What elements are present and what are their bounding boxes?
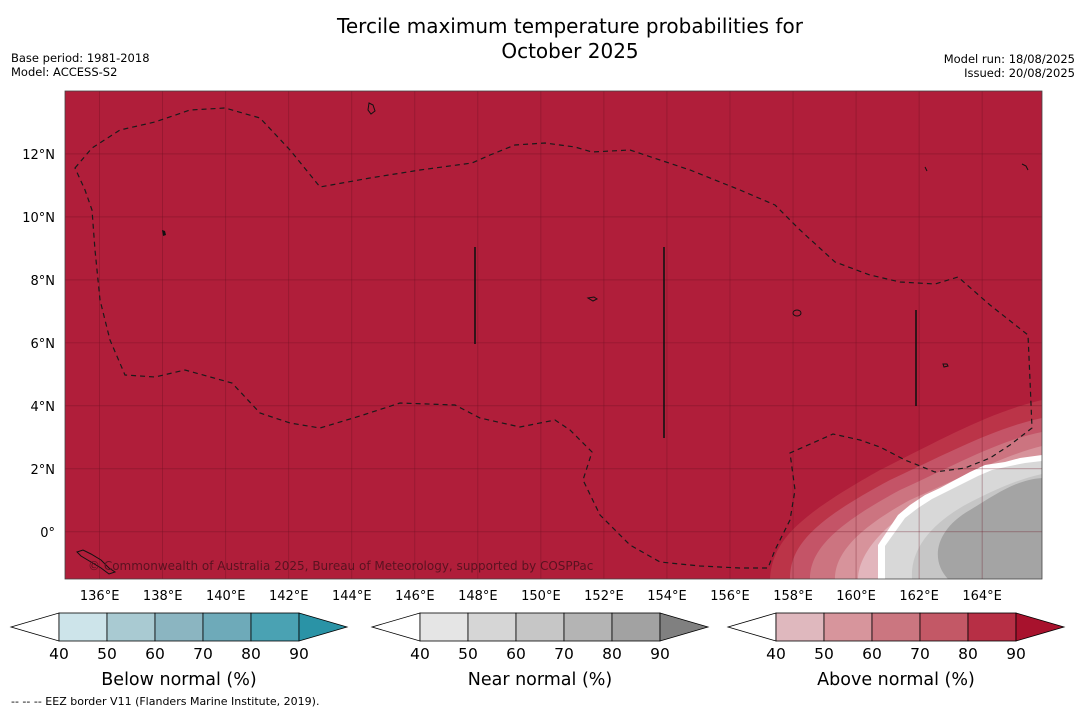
- y-tick-label: 4°N: [31, 400, 56, 415]
- eez-legend-note: -- -- -- EEZ border V11 (Flanders Marine…: [11, 695, 320, 708]
- colorbar-segment: [58, 612, 108, 642]
- y-tick-label: 10°N: [22, 211, 55, 226]
- colorbar-tick-label: 60: [145, 645, 165, 663]
- island-outline: [792, 309, 802, 317]
- chart-title: Tercile maximum temperature probabilitie…: [0, 14, 1085, 64]
- colorbar-label: Above normal (%): [817, 670, 975, 690]
- colorbar-label: Below normal (%): [101, 670, 256, 690]
- colorbar-tick-label: 50: [97, 645, 117, 663]
- colorbar-tick-label: 90: [1006, 645, 1026, 663]
- colorbar: 40 50 60 70 80 90 Near normal (%): [370, 612, 710, 690]
- x-tick-label: 136°E: [80, 589, 120, 604]
- y-tick-label: 2°N: [31, 463, 56, 478]
- colorbar-extend-high: [1015, 612, 1066, 642]
- colorbar-tick-label: 40: [410, 645, 430, 663]
- x-tick-label: 148°E: [458, 589, 498, 604]
- y-tick-label: 6°N: [31, 337, 56, 352]
- colorbar-tick-label: 40: [49, 645, 69, 663]
- eez-border-line: [74, 107, 1033, 569]
- x-tick-label: 146°E: [395, 589, 435, 604]
- colorbar-tick-label: 60: [862, 645, 882, 663]
- colorbar-tick-label: 70: [193, 645, 213, 663]
- y-tick-label: 0°: [40, 526, 55, 541]
- colorbar-segment: [154, 612, 204, 642]
- x-tick-label: 152°E: [584, 589, 624, 604]
- island-outline: [586, 296, 598, 302]
- colorbar-extend-low: [370, 612, 421, 642]
- islands: [76, 102, 1029, 575]
- colorbar-tick-label: 70: [554, 645, 574, 663]
- colorbar-tick-label: 80: [958, 645, 978, 663]
- x-tick-label: 160°E: [836, 589, 876, 604]
- colorbar-tick-label: 50: [814, 645, 834, 663]
- chart-title-line1: Tercile maximum temperature probabilitie…: [337, 14, 803, 38]
- colorbar: 40 50 60 70 80 90 Above normal (%): [726, 612, 1066, 690]
- x-tick-label: 140°E: [206, 589, 246, 604]
- colorbar-segment: [515, 612, 565, 642]
- colorbar-segment: [467, 612, 517, 642]
- meta-right: Model run: 18/08/2025 Issued: 20/08/2025: [944, 52, 1075, 80]
- colorbar-segment: [871, 612, 921, 642]
- x-tick-label: 154°E: [647, 589, 687, 604]
- colorbar-tick-label: 60: [506, 645, 526, 663]
- x-tick-label: 164°E: [962, 589, 1002, 604]
- colorbar-segment: [775, 612, 825, 642]
- probability-contours: [770, 400, 1042, 579]
- colorbar-segment: [250, 612, 300, 642]
- colorbar-extend-high: [659, 612, 710, 642]
- colorbar-tick-label: 70: [910, 645, 930, 663]
- axis-tick-labels: 136°E 138°E 140°E 142°E 144°E 146°E 148°E 150°E…: [22, 148, 1002, 604]
- colorbar-tick-label: 50: [458, 645, 478, 663]
- colorbar-tick-label: 90: [650, 645, 670, 663]
- island-outline: [367, 102, 376, 115]
- x-tick-label: 150°E: [521, 589, 561, 604]
- x-tick-label: 162°E: [899, 589, 939, 604]
- island-outline: [942, 363, 949, 368]
- meta-left: Base period: 1981-2018 Model: ACCESS-S2: [11, 51, 150, 79]
- colorbar-segment: [919, 612, 969, 642]
- colorbar-tick-label: 80: [241, 645, 261, 663]
- model-text: Model: ACCESS-S2: [11, 65, 118, 79]
- x-tick-label: 144°E: [332, 589, 372, 604]
- y-tick-label: 12°N: [22, 148, 55, 163]
- island-outline: [162, 230, 166, 236]
- colorbar-segment: [202, 612, 252, 642]
- issued-text: Issued: 20/08/2025: [964, 66, 1075, 80]
- contour-near-70: [937, 478, 1042, 579]
- colorbar-segment: [106, 612, 156, 642]
- island-outline: [924, 166, 928, 172]
- colorbar-label: Near normal (%): [468, 670, 613, 690]
- x-tick-label: 138°E: [143, 589, 183, 604]
- colorbars: 40 50 60 70 80 90 Below normal (%) 40 50 60 70 80 90…: [9, 612, 1066, 690]
- colorbar-tick-label: 40: [766, 645, 786, 663]
- x-tick-label: 156°E: [710, 589, 750, 604]
- map-frame: [64, 90, 1043, 580]
- colorbar: 40 50 60 70 80 90 Below normal (%): [9, 612, 349, 690]
- colorbar-extend-low: [726, 612, 777, 642]
- colorbar-segment: [823, 612, 873, 642]
- colorbar-extend-high: [298, 612, 349, 642]
- gridlines: [65, 91, 1042, 579]
- colorbar-segment: [967, 612, 1017, 642]
- y-tick-label: 8°N: [31, 274, 56, 289]
- colorbar-segment: [611, 612, 661, 642]
- island-outline: [1021, 163, 1029, 171]
- colorbar-segment: [563, 612, 613, 642]
- base-period-text: Base period: 1981-2018: [11, 51, 150, 65]
- x-tick-label: 142°E: [269, 589, 309, 604]
- island-outline: [76, 549, 117, 575]
- colorbar-extend-low: [9, 612, 60, 642]
- model-run-text: Model run: 18/08/2025: [943, 52, 1075, 66]
- colorbar-tick-label: 90: [289, 645, 309, 663]
- chart-title-line2: October 2025: [501, 39, 639, 63]
- x-tick-label: 158°E: [773, 589, 813, 604]
- colorbar-tick-label: 80: [602, 645, 622, 663]
- eez-border: [74, 107, 1033, 569]
- copyright-text: © Commonwealth of Australia 2025, Bureau…: [88, 559, 593, 573]
- colorbar-segment: [419, 612, 469, 642]
